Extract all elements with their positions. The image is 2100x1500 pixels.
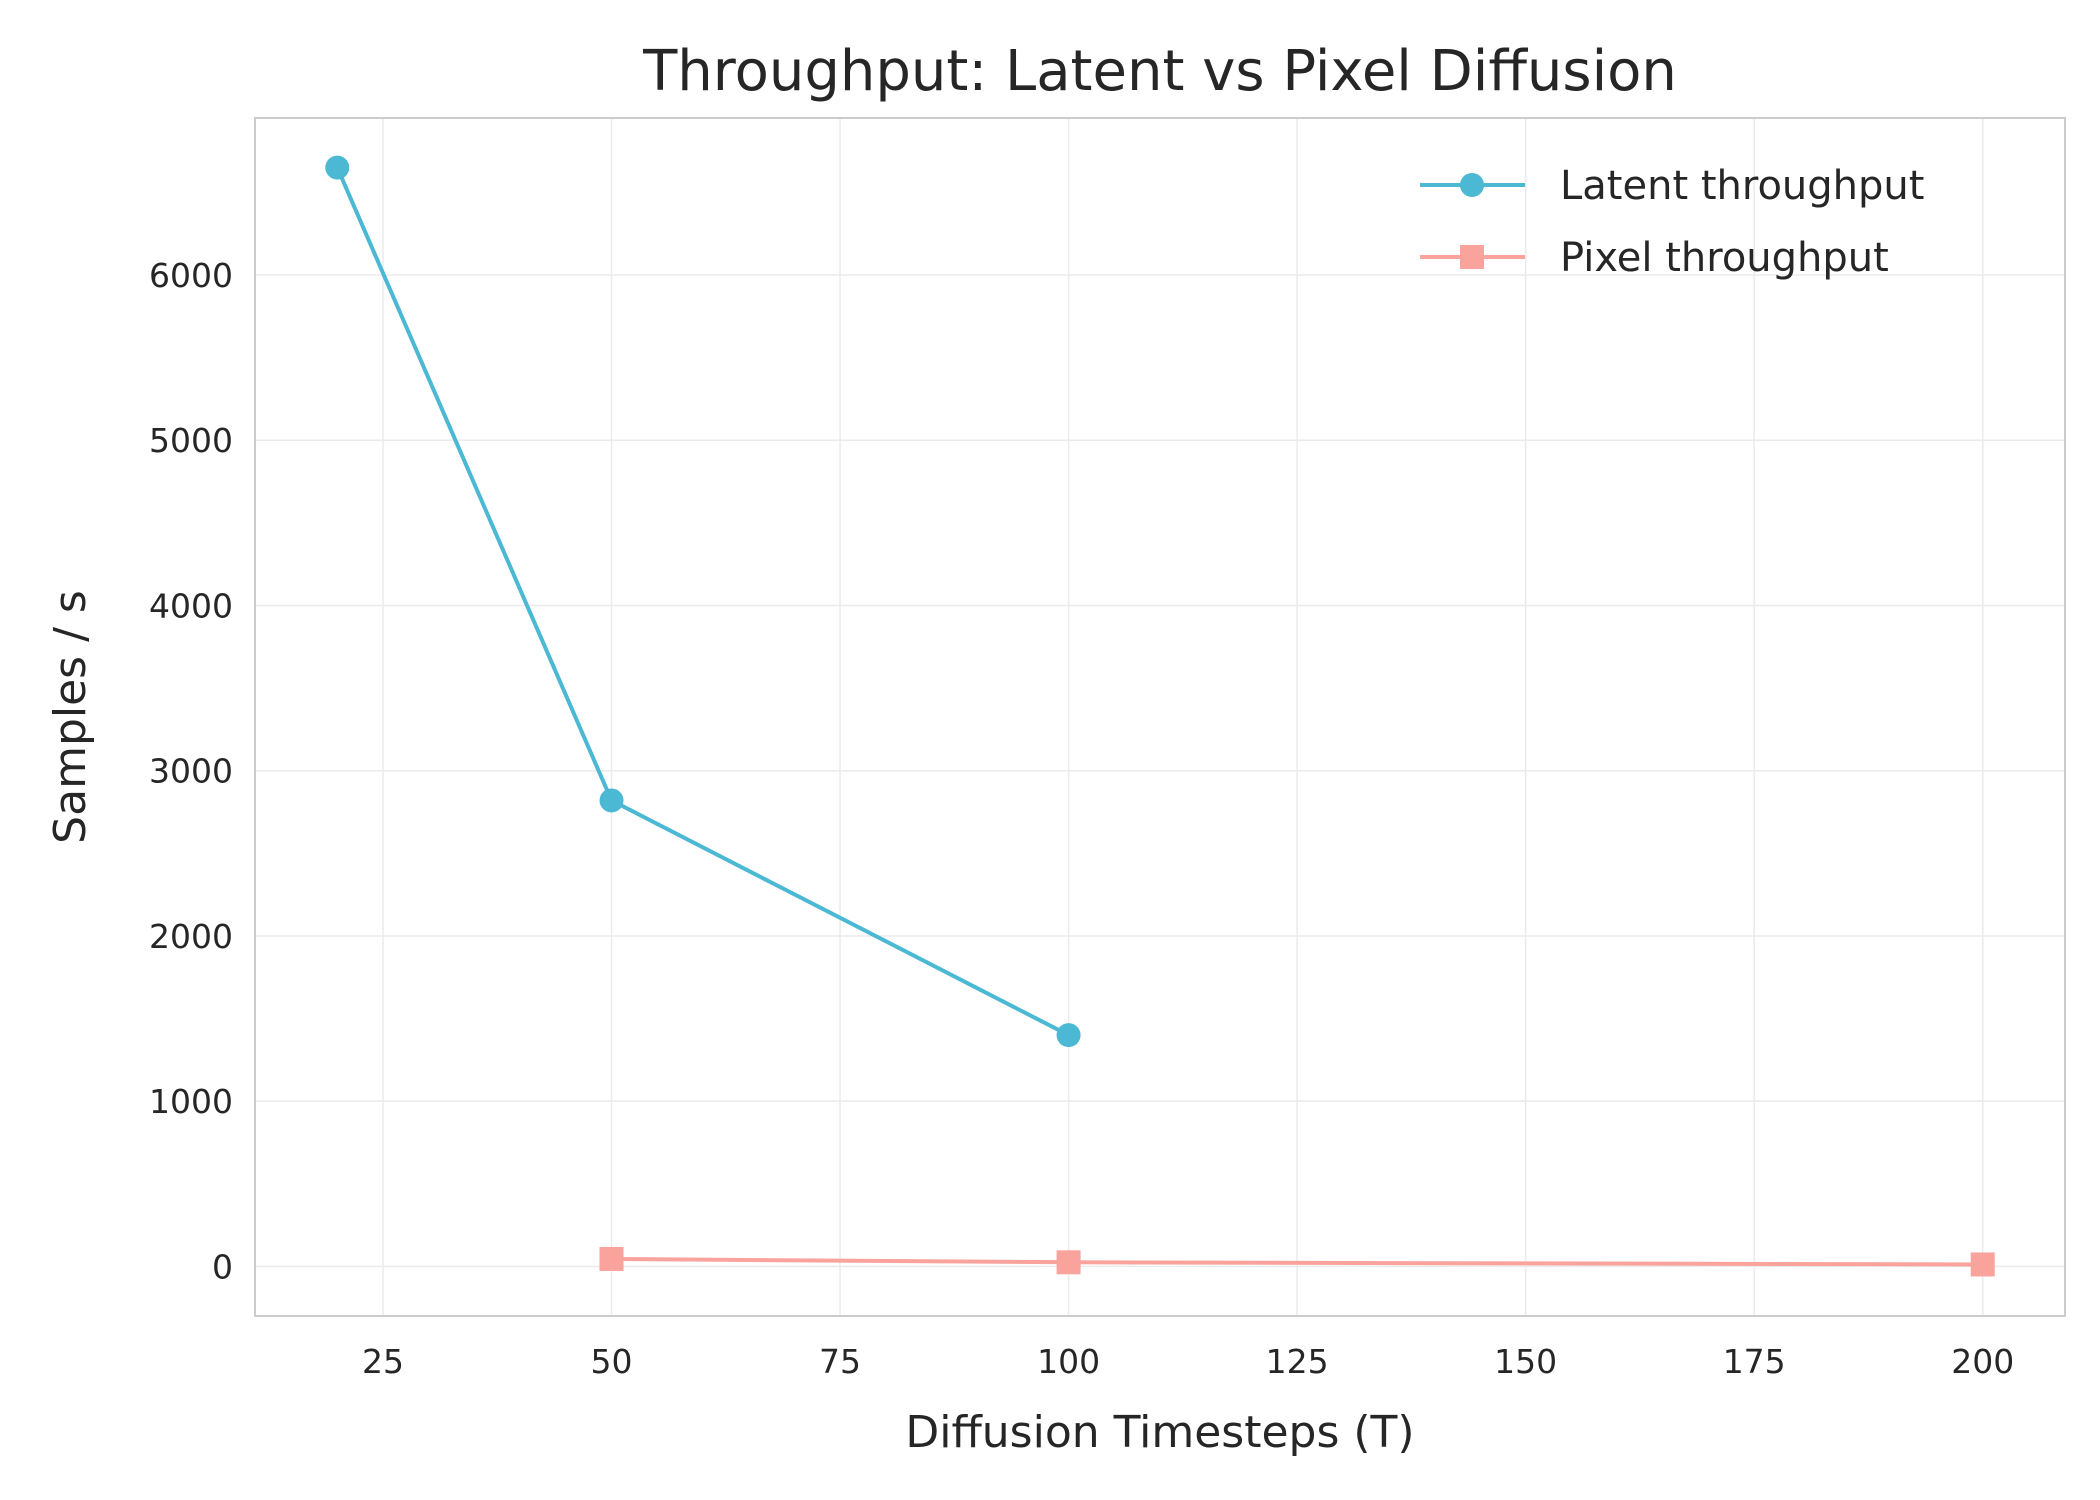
series-latent	[325, 155, 1081, 1048]
legend-item-latent: Latent throughput	[1420, 163, 1924, 209]
x-tick-label: 150	[1494, 1342, 1557, 1381]
latent-point	[599, 788, 624, 813]
x-tick-label: 175	[1723, 1342, 1786, 1381]
plot-frame	[254, 117, 2066, 1317]
y-tick-label: 1000	[149, 1082, 233, 1121]
x-tick-label: 50	[591, 1342, 633, 1381]
y-tick-label: 6000	[149, 256, 233, 295]
pixel-point	[1056, 1250, 1081, 1275]
series	[325, 155, 1995, 1277]
latent-point	[325, 155, 350, 180]
legend-label-pixel: Pixel throughput	[1560, 235, 1889, 281]
series-pixel	[599, 1246, 1995, 1277]
x-tick-label: 100	[1037, 1342, 1100, 1381]
pixel-point	[1970, 1252, 1995, 1277]
legend: Latent throughput Pixel throughput	[1420, 163, 1924, 281]
legend-label-latent: Latent throughput	[1560, 163, 1924, 209]
y-tick-label: 3000	[149, 752, 233, 791]
y-axis-label: Samples / s	[45, 590, 96, 844]
y-tick-label: 4000	[149, 586, 233, 625]
x-axis-ticks: 25 50 75 100 125 150 175 200	[362, 1342, 2014, 1381]
y-tick-label: 2000	[149, 917, 233, 956]
grid	[255, 118, 2065, 1316]
latent-point	[1056, 1023, 1081, 1048]
legend-marker-pixel	[1460, 245, 1484, 269]
legend-item-pixel: Pixel throughput	[1420, 235, 1889, 281]
legend-marker-latent	[1460, 173, 1484, 197]
x-tick-label: 25	[362, 1342, 404, 1381]
x-axis-label: Diffusion Timesteps (T)	[905, 1407, 1414, 1458]
y-axis-ticks: 0 1000 2000 3000 4000 5000 6000	[149, 256, 233, 1286]
x-tick-label: 200	[1951, 1342, 2014, 1381]
pixel-point	[599, 1246, 624, 1271]
x-tick-label: 125	[1266, 1342, 1329, 1381]
y-tick-label: 5000	[149, 421, 233, 460]
x-tick-label: 75	[819, 1342, 861, 1381]
y-tick-label: 0	[212, 1247, 233, 1286]
chart-title: Throughput: Latent vs Pixel Diffusion	[642, 39, 1677, 104]
